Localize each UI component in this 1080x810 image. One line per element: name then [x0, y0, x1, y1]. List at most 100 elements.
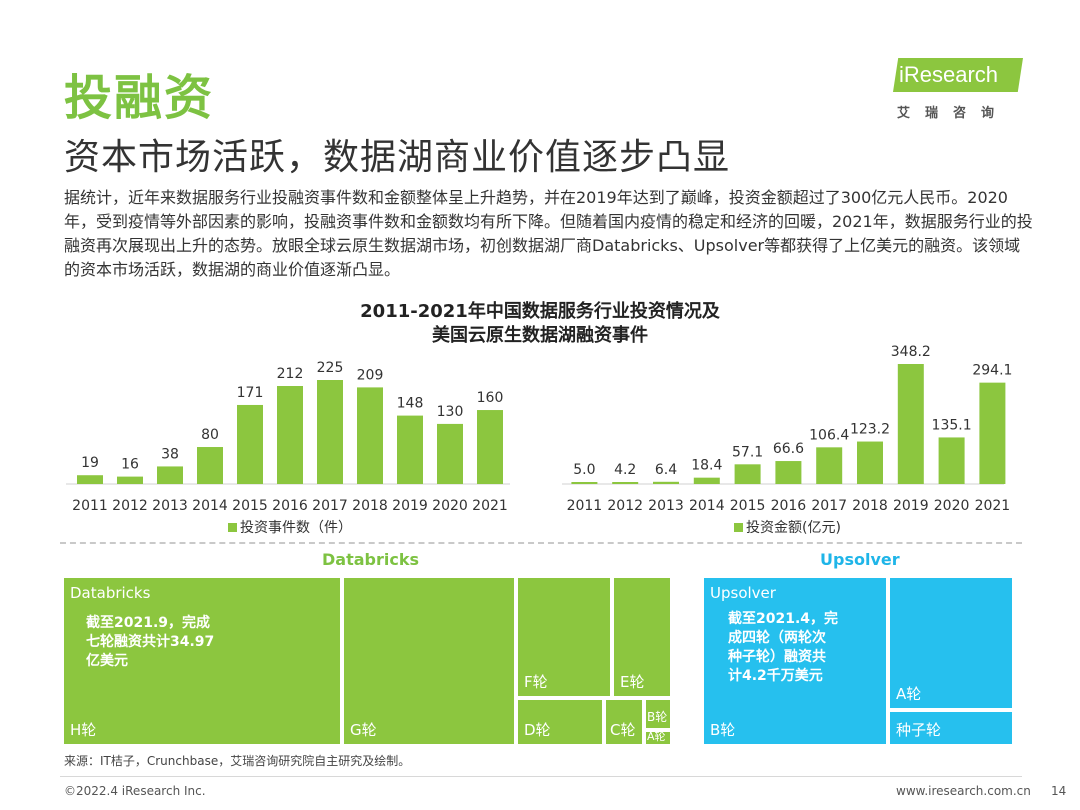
- bar: [277, 386, 303, 484]
- round-label-b: B轮: [647, 710, 668, 724]
- x-tick-label: 2020: [432, 498, 468, 514]
- bar: [938, 437, 965, 484]
- bar-charts: 19 2011 16 2012 38 2013 80 2014 171 2015 212 2016 22…: [66, 344, 1012, 536]
- upsolver-heading: Upsolver: [820, 550, 900, 569]
- data-label: 38: [161, 446, 179, 462]
- round-label-d: D轮: [524, 721, 551, 739]
- data-label: 123.2: [850, 422, 890, 438]
- x-tick-label: 2021: [472, 498, 508, 514]
- bar: [734, 464, 761, 484]
- chart-title: 2011-2021年中国数据服务行业投资情况及 美国云原生数据湖融资事件: [290, 300, 790, 348]
- x-tick-label: 2012: [112, 498, 148, 514]
- x-tick-label: 2014: [192, 498, 228, 514]
- x-tick-label: 2012: [607, 498, 643, 514]
- chart-title-line2: 美国云原生数据湖融资事件: [432, 325, 648, 346]
- intro-paragraph: 据统计，近年来数据服务行业投融资事件数和金额整体呈上升趋势，并在2019年达到了…: [64, 188, 1033, 279]
- x-tick-label: 2016: [272, 498, 308, 514]
- x-tick-label: 2011: [72, 498, 108, 514]
- bar: [653, 481, 679, 484]
- x-tick-label: 2019: [392, 498, 428, 514]
- bar: [117, 476, 143, 484]
- data-label: 160: [477, 390, 504, 406]
- round-label-b: B轮: [710, 721, 736, 739]
- data-label: 225: [317, 360, 344, 376]
- data-label: 6.4: [655, 462, 677, 478]
- data-label: 212: [277, 366, 304, 382]
- x-tick-label: 2018: [352, 498, 388, 514]
- data-label: 171: [237, 385, 264, 401]
- data-label: 19: [81, 455, 99, 471]
- data-label: 80: [201, 427, 219, 443]
- x-tick-label: 2017: [811, 498, 847, 514]
- bar: [197, 447, 223, 484]
- legend-label: 投资金额(亿元): [746, 520, 841, 536]
- logo-badge: [893, 58, 1023, 92]
- x-tick-label: 2019: [893, 498, 929, 514]
- data-label: 209: [357, 367, 384, 383]
- databricks-box-title: Databricks: [70, 584, 151, 602]
- treemap-cell-c: C轮: [604, 698, 644, 746]
- data-label: 106.4: [809, 427, 849, 443]
- bar: [897, 364, 924, 484]
- bar: [816, 447, 843, 484]
- bar: [612, 482, 639, 484]
- round-label-seed: 种子轮: [896, 721, 942, 739]
- upsolver-note: 截至2021.4，完 成四轮（两轮次 种子轮）融资共 计4.2千万美元: [728, 610, 838, 686]
- round-label-a: A轮: [896, 685, 922, 703]
- legend-label: 投资事件数（件）: [240, 520, 352, 536]
- data-label: 348.2: [891, 344, 931, 360]
- treemap-cell-d: D轮: [516, 698, 604, 746]
- website-link[interactable]: www.iresearch.com.cn: [896, 784, 1031, 798]
- treemap-cell-h: Databricks 截至2021.9，完成 七轮融资共计34.97 亿美元 H…: [62, 576, 342, 746]
- source-note: 来源：IT桔子，Crunchbase，艾瑞咨询研究院自主研究及绘制。: [64, 754, 411, 768]
- data-label: 16: [121, 457, 139, 473]
- legend-swatch: [734, 523, 743, 532]
- legend-swatch: [228, 523, 237, 532]
- iresearch-logo: iResearch 艾瑞咨询: [893, 56, 1028, 128]
- round-label-e: E轮: [620, 673, 645, 691]
- data-label: 18.4: [691, 458, 722, 474]
- bar: [693, 477, 720, 484]
- treemap-cell-f: F轮: [516, 576, 612, 698]
- copyright: ©2022.4 iResearch Inc.: [64, 784, 206, 798]
- upsolver-note-line: 计4.2千万美元: [728, 668, 823, 684]
- bar: [775, 461, 802, 484]
- bar: [397, 415, 423, 484]
- data-label: 130: [437, 404, 464, 420]
- upsolver-box-title: Upsolver: [710, 584, 776, 602]
- round-label-g: G轮: [350, 721, 377, 739]
- page-subtitle: 资本市场活跃，数据湖商业价值逐步凸显: [64, 137, 731, 178]
- bar: [157, 466, 183, 484]
- round-label-a: A轮: [647, 730, 666, 743]
- data-label: 135.1: [932, 417, 972, 433]
- x-tick-label: 2011: [567, 498, 603, 514]
- x-tick-label: 2013: [648, 498, 684, 514]
- databricks-note-line: 截至2021.9，完成: [86, 615, 211, 631]
- treemap-cell-a: A轮: [644, 730, 672, 746]
- round-label-c: C轮: [610, 721, 636, 739]
- bar: [477, 410, 503, 484]
- bar: [857, 441, 883, 484]
- x-tick-label: 2013: [152, 498, 188, 514]
- upsolver-note-line: 截至2021.4，完: [728, 611, 839, 627]
- logo-brand: iResearch: [899, 62, 999, 87]
- treemap-cell-b: B轮: [644, 698, 672, 730]
- data-label: 148: [397, 396, 424, 412]
- x-tick-label: 2021: [975, 498, 1011, 514]
- page-number: 14: [1051, 784, 1067, 798]
- bar: [571, 482, 598, 484]
- data-label: 294.1: [972, 363, 1012, 379]
- upsolver-note-line: 种子轮）融资共: [728, 649, 826, 665]
- logo-cn: 艾瑞咨询: [897, 106, 1010, 121]
- bar: [77, 475, 103, 484]
- footer-divider: [60, 776, 1022, 777]
- x-tick-label: 2018: [852, 498, 888, 514]
- data-label: 4.2: [614, 462, 636, 478]
- treemap-cell-g: G轮: [342, 576, 516, 746]
- upsolver-note-line: 成四轮（两轮次: [728, 630, 826, 646]
- databricks-note-line: 亿美元: [86, 653, 128, 669]
- x-tick-label: 2017: [312, 498, 348, 514]
- x-tick-label: 2014: [689, 498, 725, 514]
- bar: [317, 380, 343, 484]
- page-title: 投融资: [64, 70, 215, 126]
